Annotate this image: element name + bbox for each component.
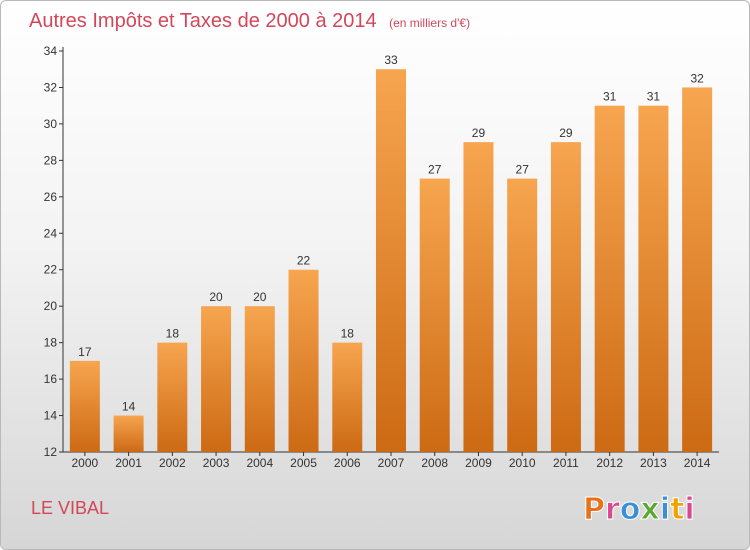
bar-2002 [157, 342, 188, 452]
value-label-2014: 32 [690, 71, 704, 85]
value-label-2001: 14 [122, 400, 136, 414]
x-tick-label-2002: 2002 [159, 456, 186, 470]
bar-2011 [550, 142, 581, 453]
value-label-2013: 31 [647, 90, 661, 104]
bar-2009 [463, 142, 494, 453]
y-tick-label: 18 [44, 336, 58, 350]
value-label-2000: 17 [78, 345, 92, 359]
value-label-2005: 22 [297, 254, 311, 268]
x-tick-label-2014: 2014 [684, 456, 711, 470]
y-tick-label: 26 [44, 190, 58, 204]
bar-2007 [376, 69, 406, 453]
x-axis: 2000 2001 2002 2003 2004 2005 2006 2007 2008 2009… [63, 451, 719, 470]
value-label-2007: 33 [384, 53, 398, 67]
x-tick-label-2005: 2005 [290, 456, 317, 470]
proxiti-logo[interactable]: Proxiti [583, 492, 696, 528]
bar-2006 [332, 342, 363, 452]
y-tick-label: 16 [44, 372, 58, 386]
value-label-2011: 29 [559, 126, 573, 140]
bar-2010 [507, 178, 538, 452]
commune-name: LE VIBAL [31, 498, 109, 518]
x-tick-label-2009: 2009 [465, 456, 492, 470]
bar-2005 [288, 269, 319, 452]
y-tick-label: 20 [44, 299, 58, 313]
y-tick-label: 14 [44, 409, 58, 423]
y-tick-label: 34 [44, 44, 58, 58]
x-tick-label-2004: 2004 [246, 456, 273, 470]
value-label-2006: 18 [341, 327, 355, 341]
x-tick-label-2006: 2006 [334, 456, 361, 470]
bar-2004 [244, 306, 275, 452]
proxiti-logo-text[interactable]: Proxiti [583, 492, 696, 528]
value-label-2003: 20 [209, 290, 223, 304]
bar-2014 [682, 87, 713, 453]
y-tick-label: 24 [44, 226, 58, 240]
bar-2001 [113, 415, 144, 452]
bar-2013 [638, 105, 669, 452]
value-label-2002: 18 [166, 327, 180, 341]
value-label-2004: 20 [253, 290, 267, 304]
bar-2012 [594, 105, 625, 452]
bar-2008 [419, 178, 450, 452]
chart-unit-text: (en milliers d'€) [389, 16, 470, 30]
y-tick-label: 30 [44, 117, 58, 131]
bar-2003 [201, 306, 232, 452]
chart-title-text: Autres Impôts et Taxes de 2000 à 2014 [29, 10, 377, 32]
bar-2000 [69, 360, 100, 452]
x-tick-label-2003: 2003 [203, 456, 230, 470]
x-tick-label-2007: 2007 [378, 456, 405, 470]
value-label-2012: 31 [603, 90, 617, 104]
y-tick-label: 28 [44, 153, 58, 167]
bars [69, 69, 713, 453]
y-axis: 12 14 16 18 20 22 24 26 28 30 32 34 [44, 44, 64, 459]
chart-title: Autres Impôts et Taxes de 2000 à 2014 (e… [29, 10, 470, 32]
value-label-2010: 27 [516, 163, 530, 177]
value-label-2009: 29 [472, 126, 486, 140]
x-tick-label-2008: 2008 [421, 456, 448, 470]
x-tick-label-2001: 2001 [115, 456, 142, 470]
y-tick-label: 12 [44, 445, 58, 459]
x-tick-label-2000: 2000 [72, 456, 99, 470]
x-tick-label-2010: 2010 [509, 456, 536, 470]
x-tick-label-2011: 2011 [553, 456, 579, 470]
x-tick-label-2012: 2012 [596, 456, 623, 470]
x-tick-label-2013: 2013 [640, 456, 667, 470]
value-labels: 17 14 18 20 20 22 18 33 27 29 27 29 31 31 32 [78, 53, 704, 413]
value-label-2008: 27 [428, 163, 442, 177]
y-tick-label: 22 [44, 263, 58, 277]
y-tick-label: 32 [44, 80, 58, 94]
